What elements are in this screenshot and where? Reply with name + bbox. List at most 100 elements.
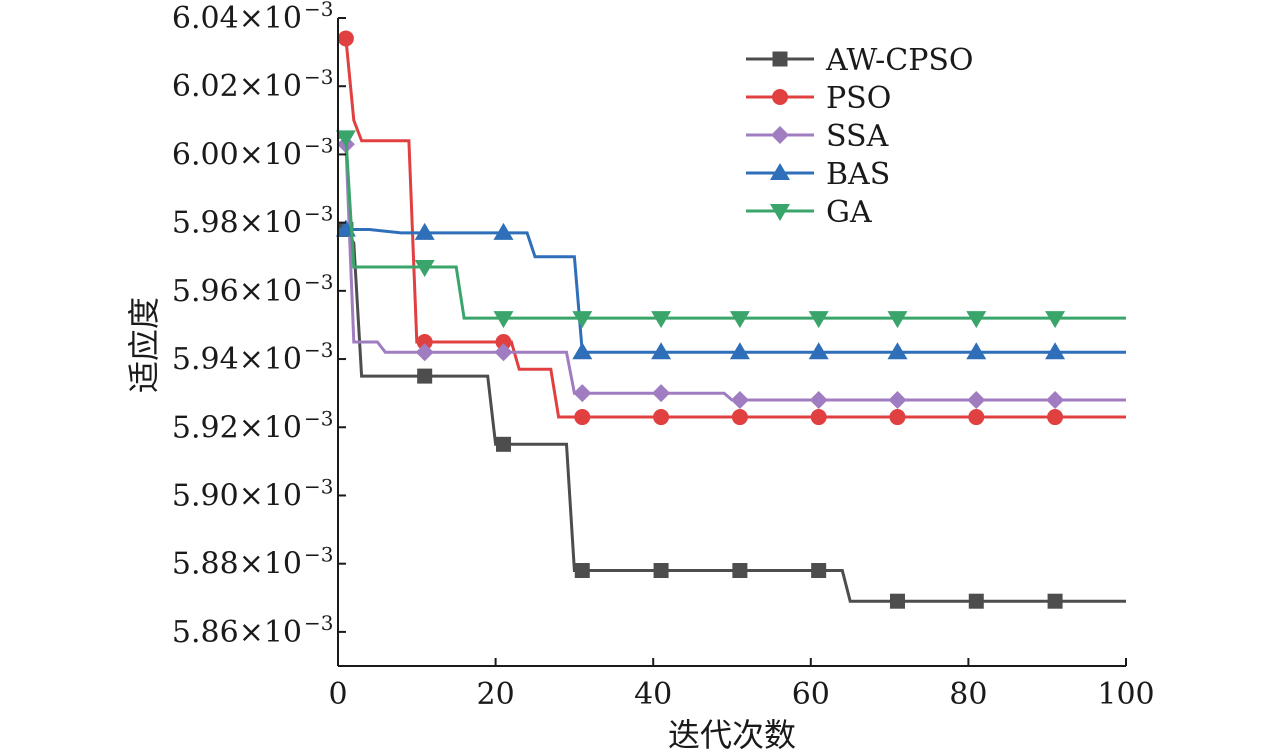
legend-item-aw-cpso: AW-CPSO [746, 43, 974, 78]
data-point-aw-cpso [653, 563, 669, 579]
data-point-ga [1045, 311, 1066, 329]
data-point-pso [574, 409, 591, 426]
series-ga [335, 130, 1126, 329]
y-tick-exponent: −3 [304, 338, 333, 362]
data-point-ssa [652, 384, 671, 403]
series-aw-cpso [338, 221, 1126, 609]
data-point-aw-cpso [495, 436, 511, 452]
y-tick-exponent: −3 [304, 0, 333, 21]
legend-label: PSO [826, 81, 891, 116]
data-point-aw-cpso [968, 593, 984, 609]
data-point-aw-cpso [889, 593, 905, 609]
y-axis-title: 适应度 [125, 297, 163, 393]
x-ticks: 0 20 40 60 80 100 [328, 658, 1155, 712]
x-tick-label: 100 [1097, 677, 1154, 712]
data-point-ga [572, 311, 593, 329]
x-tick-label: 0 [328, 677, 347, 712]
data-point-pso [1047, 409, 1064, 426]
legend-item-bas: BAS [746, 157, 890, 192]
series-line-aw-cpso [338, 228, 1126, 603]
legend-item-pso: PSO [746, 81, 891, 116]
x-tick-label: 60 [792, 677, 830, 712]
data-point-ssa [573, 384, 592, 403]
y-tick-label: 5.90×10 [172, 478, 302, 513]
data-point-ga [887, 311, 908, 329]
data-point-ssa [967, 390, 986, 409]
data-point-bas [1045, 342, 1066, 360]
y-tick-exponent: −3 [304, 406, 333, 430]
y-tick-label: 5.98×10 [172, 206, 302, 241]
y-tick-label: 5.86×10 [172, 615, 302, 650]
series-bas [335, 219, 1126, 360]
x-axis-title: 迭代次数 [668, 716, 796, 754]
series-line-ssa [338, 142, 1126, 402]
y-tick-exponent: −3 [304, 270, 333, 294]
y-tick-exponent: −3 [304, 202, 333, 226]
legend-label: SSA [826, 119, 889, 154]
data-point-pso [731, 409, 748, 426]
y-tick-label: 5.88×10 [172, 547, 302, 582]
data-point-bas [966, 342, 987, 360]
plot-area: 5.86×10 −35.88×10 −35.90×10 −35.92×10 −35.94… [172, 0, 1155, 712]
data-point-pso [416, 334, 433, 350]
y-tick-exponent: −3 [304, 543, 333, 567]
data-point-ssa [809, 390, 828, 409]
data-point-bas [572, 342, 593, 360]
legend-item-ssa: SSA [746, 119, 889, 154]
data-point-bas [887, 342, 908, 360]
y-tick-label: 6.04×10 [172, 1, 302, 36]
data-point-pso [495, 334, 512, 350]
legend-item-ga: GA [746, 195, 872, 230]
data-point-ga [966, 311, 987, 329]
data-point-bas [493, 222, 514, 240]
data-point-aw-cpso [417, 368, 433, 384]
data-point-ga [808, 311, 829, 329]
data-point-bas [414, 222, 435, 240]
data-point-aw-cpso [574, 563, 590, 579]
data-point-aw-cpso [1047, 593, 1063, 609]
data-point-ssa [494, 343, 513, 362]
y-tick-label: 6.02×10 [172, 69, 302, 104]
data-point-ga [729, 311, 750, 329]
y-tick-label: 5.94×10 [172, 342, 302, 377]
data-point-ga [335, 130, 356, 148]
data-point-pso [968, 409, 985, 426]
y-tick-label: 5.96×10 [172, 274, 302, 309]
y-ticks: 5.86×10 −35.88×10 −35.90×10 −35.92×10 −35.94… [172, 0, 346, 650]
data-point-ga [493, 311, 514, 329]
y-tick-exponent: −3 [304, 611, 333, 635]
series-pso [337, 30, 1126, 426]
x-tick-label: 80 [949, 677, 987, 712]
y-tick-exponent: −3 [304, 133, 333, 157]
data-point-pso [337, 30, 354, 47]
data-point-pso [653, 409, 670, 426]
data-point-bas [729, 342, 750, 360]
legend-label: AW-CPSO [825, 43, 974, 78]
data-point-ssa [888, 390, 907, 409]
series-layer [335, 30, 1126, 609]
data-point-pso [810, 409, 827, 426]
x-tick-label: 40 [634, 677, 672, 712]
legend-swatch-marker [771, 126, 789, 144]
legend-swatch-marker [772, 51, 788, 67]
y-tick-label: 5.92×10 [172, 410, 302, 445]
series-line-bas [338, 228, 1126, 354]
data-point-bas [651, 342, 672, 360]
data-point-bas [808, 342, 829, 360]
series-line-pso [338, 37, 1126, 419]
y-tick-label: 6.00×10 [172, 137, 302, 172]
data-point-pso [889, 409, 906, 426]
x-tick-label: 20 [477, 677, 515, 712]
legend-swatch-marker [770, 204, 790, 221]
y-tick-exponent: −3 [304, 65, 333, 89]
y-tick-exponent: −3 [304, 474, 333, 498]
data-point-ssa [415, 343, 434, 362]
legend-swatch-marker [770, 163, 790, 180]
data-point-aw-cpso [811, 563, 827, 579]
legend-swatch-marker [772, 89, 788, 105]
data-point-aw-cpso [732, 563, 748, 579]
data-point-ga [414, 259, 435, 277]
series-ssa [336, 135, 1126, 409]
data-point-ssa [730, 390, 749, 409]
